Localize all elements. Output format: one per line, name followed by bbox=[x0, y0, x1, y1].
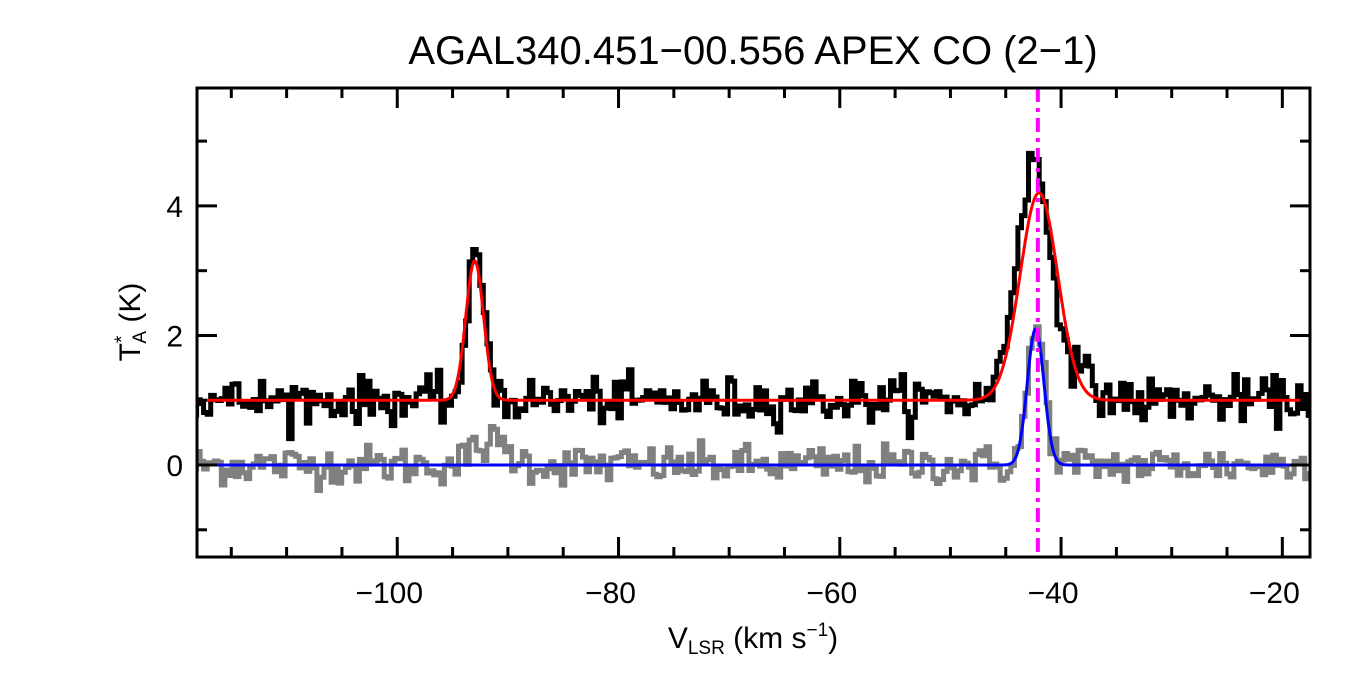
plot-area bbox=[197, 88, 1310, 557]
x-tick-label: −60 bbox=[806, 577, 857, 610]
x-tick-label: −100 bbox=[355, 577, 423, 610]
gaussian-fit-line bbox=[197, 191, 1310, 402]
plot-frame bbox=[195, 86, 1312, 559]
chart-title: AGAL340.451−00.556 APEX CO (2−1) bbox=[408, 29, 1097, 73]
y-tick-label: 0 bbox=[166, 450, 183, 483]
y-axis-label: T*A (K) bbox=[112, 283, 151, 362]
y-tick-label: 4 bbox=[166, 191, 183, 224]
x-tick-label: −80 bbox=[585, 577, 636, 610]
x-axis-label: VLSR (km s−1) bbox=[668, 620, 838, 659]
axes-ticks: −100 −80 −60 −40 −20 0 2 4 bbox=[166, 88, 1310, 610]
x-tick-label: −20 bbox=[1249, 577, 1300, 610]
gaussian-fit-line bbox=[197, 327, 1310, 467]
x-tick-label: −40 bbox=[1028, 577, 1079, 610]
spectrum-histogram bbox=[197, 150, 1310, 442]
y-tick-label: 2 bbox=[166, 320, 183, 353]
